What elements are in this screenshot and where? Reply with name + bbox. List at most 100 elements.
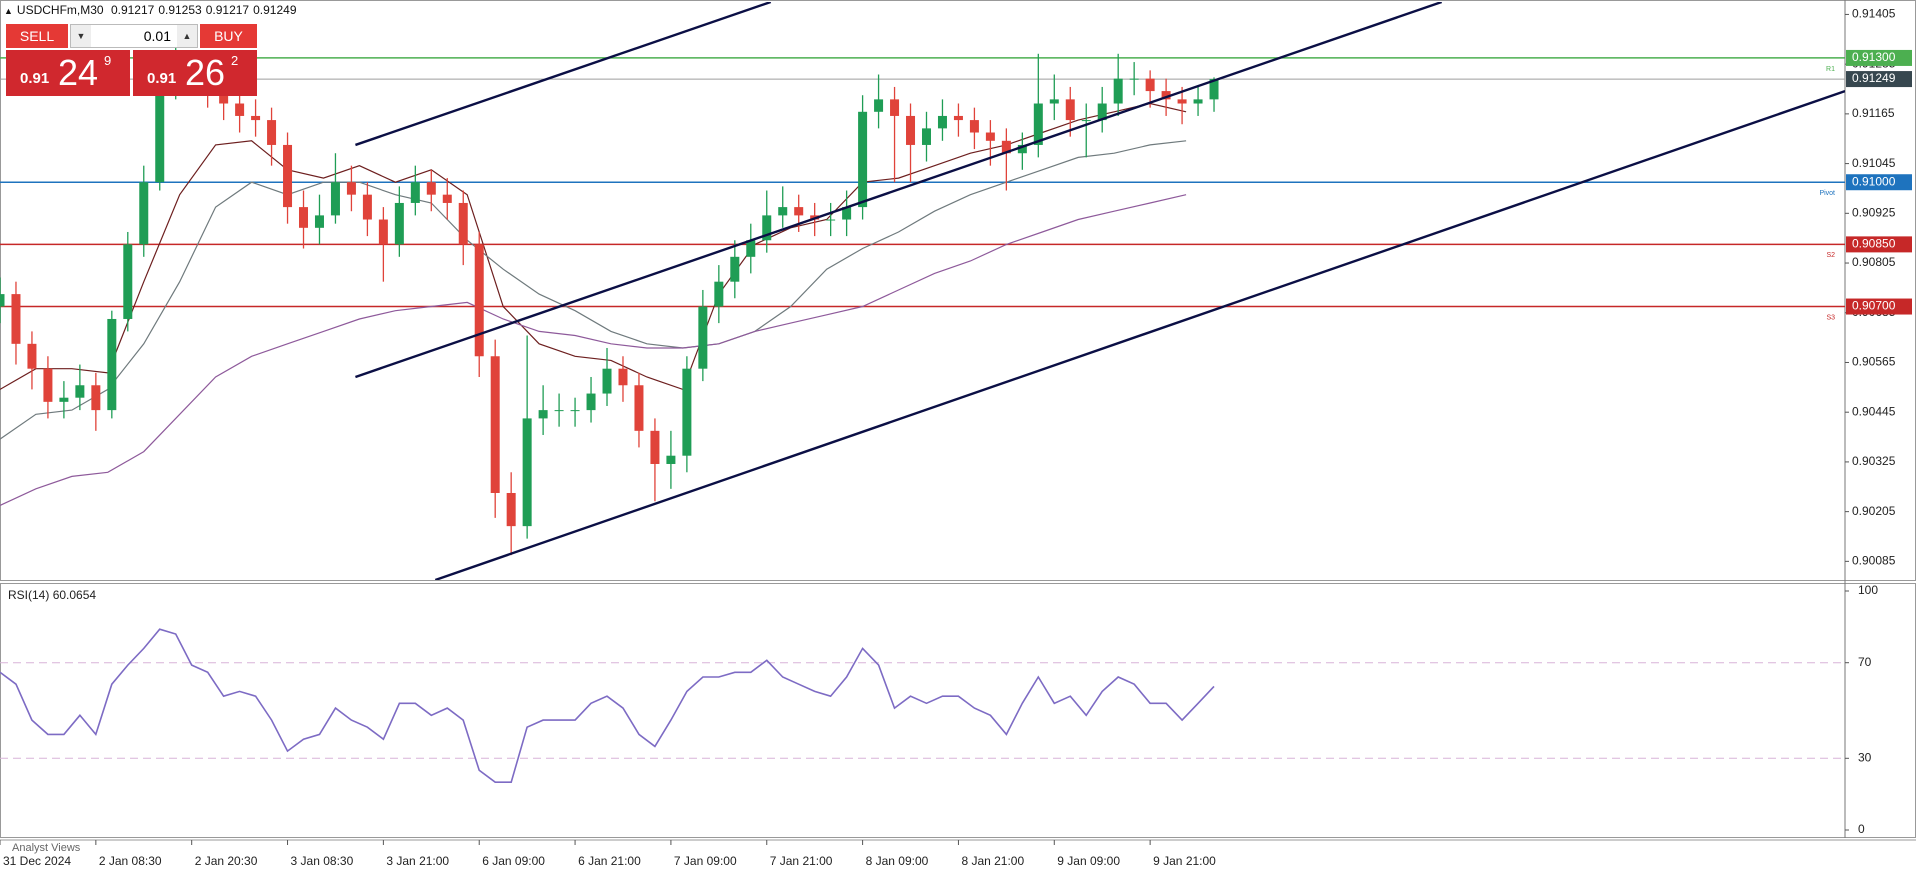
candle-body: [937, 115, 947, 129]
low: 0.91217: [205, 3, 250, 17]
y-tick-label: 0.91165: [1852, 106, 1895, 120]
lot-value[interactable]: 0.01: [143, 28, 171, 44]
x-tick-label: 3 Jan 08:30: [291, 854, 354, 868]
x-tick-label: 7 Jan 21:00: [770, 854, 833, 868]
rsi-title: RSI(14) 60.0654: [8, 588, 96, 602]
x-tick-label: 7 Jan 09:00: [674, 854, 737, 868]
candle-body: [490, 356, 500, 493]
candle-body: [362, 194, 372, 220]
candle-body: [602, 368, 612, 394]
rsi-axis: 0 30 70 100: [1845, 583, 1878, 836]
x-tick-label: 2 Jan 20:30: [195, 854, 258, 868]
sell-price[interactable]: 0.91 24 9: [6, 50, 130, 96]
moving-average: [0, 102, 1187, 391]
y-tick-label: 0.90805: [1852, 255, 1896, 269]
lot-increase[interactable]: ▲: [177, 25, 197, 47]
x-tick-label: 9 Jan 21:00: [1153, 854, 1216, 868]
candle-body: [921, 128, 931, 145]
level-label: 0.91000: [1852, 174, 1896, 188]
trend-line: [355, 2, 772, 147]
candle-body: [123, 244, 133, 319]
level-tag: R1: [1826, 66, 1835, 73]
candle-body: [43, 368, 53, 402]
trend-line: [434, 89, 1845, 580]
candle-body: [283, 144, 293, 208]
level-tag: S3: [1826, 314, 1835, 321]
buy-button[interactable]: BUY: [200, 24, 257, 48]
current-price-box: [1846, 71, 1912, 88]
candle-body: [953, 115, 963, 121]
y-tick-label: 100: [1858, 583, 1878, 597]
candle-body: [634, 385, 644, 431]
moving-average: [0, 140, 1187, 440]
candle-body: [969, 120, 979, 133]
rsi-name: RSI(14): [8, 588, 49, 602]
current-price-label: 0.91249: [1852, 71, 1896, 85]
x-tick-label: 6 Jan 21:00: [578, 854, 641, 868]
candle-body: [778, 207, 788, 216]
level-tag: S2: [1826, 252, 1835, 259]
price-panel: [0, 0, 1916, 581]
candle-body: [746, 240, 756, 257]
candle-body: [155, 86, 165, 183]
candle-body: [346, 182, 356, 195]
candle-body: [1161, 91, 1171, 100]
candle-body: [1097, 103, 1107, 121]
y-tick-label: 0.91045: [1852, 156, 1896, 170]
rsi-plot: [0, 628, 1845, 783]
candle-body: [1209, 79, 1219, 100]
candle-body: [666, 455, 676, 464]
x-tick-label: 2 Jan 08:30: [99, 854, 162, 868]
y-tick-label: 0: [1858, 822, 1865, 836]
candle-body: [1193, 99, 1203, 104]
collapse-icon[interactable]: ▲: [4, 6, 13, 16]
candle-body: [794, 207, 804, 216]
open: 0.91217: [110, 3, 155, 17]
candle-body: [618, 368, 628, 386]
level-box: [1846, 49, 1912, 66]
candle-body: [506, 492, 516, 527]
candle-body: [0, 294, 5, 307]
candle-body: [1177, 99, 1187, 104]
candle-body: [890, 99, 900, 116]
x-tick-label: 6 Jan 09:00: [482, 854, 545, 868]
lot-decrease[interactable]: ▼: [71, 25, 91, 47]
price-big: 26: [185, 52, 226, 93]
candle-body: [570, 410, 580, 412]
candle-body: [730, 256, 740, 282]
analyst-views-tab[interactable]: Analyst Views: [12, 842, 81, 854]
y-tick-label: 70: [1858, 655, 1872, 669]
candle-body: [330, 182, 340, 216]
moving-average: [0, 194, 1187, 506]
lot-input[interactable]: ▼ 0.01 ▲: [70, 24, 198, 48]
y-tick-label: 0.90565: [1852, 355, 1896, 369]
candle-body: [378, 219, 388, 245]
buy-price[interactable]: 0.91 26 2: [133, 50, 257, 96]
candle-body: [474, 244, 484, 357]
candle-body: [1017, 144, 1027, 154]
level-label: 0.91300: [1852, 50, 1896, 64]
candle-body: [682, 368, 692, 456]
candle-body: [1081, 120, 1091, 122]
candle-body: [538, 410, 548, 419]
sell-button[interactable]: SELL: [6, 24, 68, 48]
price-big: 24: [58, 52, 99, 93]
candle-body: [826, 219, 836, 221]
rsi-line: [0, 628, 1215, 783]
candle-body: [714, 281, 724, 307]
candle-body: [91, 385, 101, 411]
candle-body: [842, 207, 852, 220]
candle-body: [75, 385, 85, 398]
candle-body: [235, 103, 245, 116]
y-tick-label: 30: [1858, 750, 1872, 764]
candle-body: [1001, 140, 1011, 154]
candle-body: [1129, 78, 1139, 80]
candle-body: [906, 115, 916, 145]
candle-body: [299, 207, 309, 228]
level-box: [1846, 298, 1912, 315]
candle-body: [1065, 99, 1075, 121]
candle-body: [27, 343, 37, 369]
